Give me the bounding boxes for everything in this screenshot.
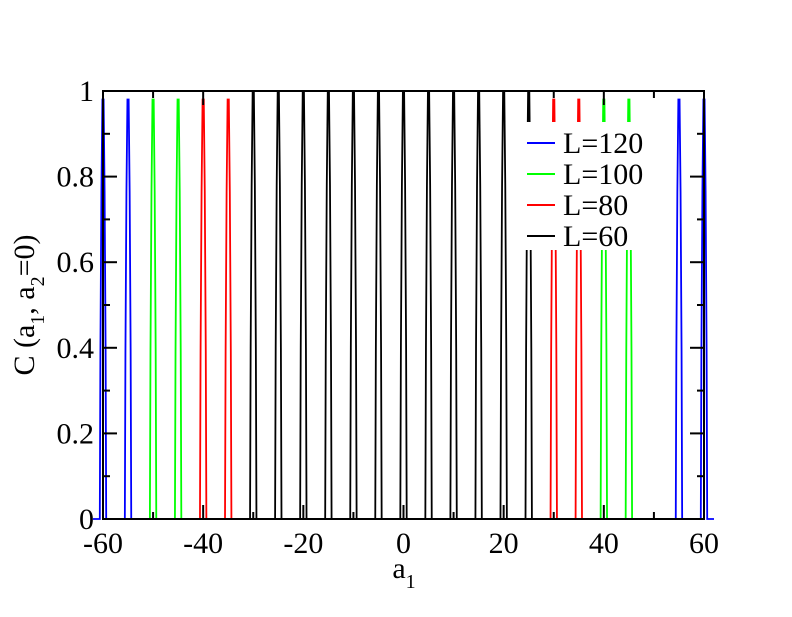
y-tick-label: 0: [79, 503, 94, 536]
x-tick-label: 40: [589, 527, 619, 560]
peak-L=60-2: [293, 90, 314, 520]
peak-L=120-1: [118, 98, 139, 520]
peak-L=60-7: [418, 90, 439, 520]
legend-label-L=100: L=100: [563, 158, 643, 191]
peak-L=120-2: [668, 98, 689, 520]
y-tick-label: 0.6: [57, 246, 95, 279]
peak-L=60-6: [393, 90, 414, 520]
peak-L=80-3: [568, 98, 589, 520]
y-tick-label: 0.2: [57, 417, 95, 450]
peak-L=100-3: [618, 98, 639, 520]
series-L=60: [243, 90, 539, 520]
peak-L=80-0: [193, 98, 214, 520]
y-axis-title: C (a1, a2=0): [8, 234, 49, 375]
x-tick-label: 60: [689, 527, 719, 560]
peak-L=60-3: [318, 90, 339, 520]
peak-L=80-1: [218, 98, 239, 520]
peak-L=60-8: [443, 90, 464, 520]
peak-L=100-1: [168, 98, 189, 520]
peak-L=60-10: [493, 90, 514, 520]
peak-L=60-1: [268, 90, 289, 520]
x-tick-label: -20: [283, 527, 323, 560]
peak-L=60-0: [243, 90, 264, 520]
peak-L=100-0: [143, 98, 164, 520]
peak-L=60-5: [368, 90, 389, 520]
x-tick-label: 0: [396, 527, 411, 560]
legend-label-L=80: L=80: [563, 189, 628, 222]
legend-label-L=120: L=120: [563, 127, 643, 160]
y-tick-label: 0.8: [57, 161, 95, 194]
x-tick-label: 20: [489, 527, 519, 560]
peak-L=60-9: [468, 90, 489, 520]
x-tick-label: -40: [183, 527, 223, 560]
peak-L=60-4: [343, 90, 364, 520]
x-tick-label: -60: [83, 527, 123, 560]
axis-ticks: -60 -40 -20 0 20 40 60 0 0.2 0.4 0.6 0.8 1: [57, 75, 720, 560]
y-tick-label: 0.4: [57, 332, 95, 365]
x-axis-title: a1: [392, 552, 415, 593]
y-tick-label: 1: [79, 75, 94, 108]
peak-L=80-2: [543, 98, 564, 520]
legend-label-L=60: L=60: [563, 220, 628, 253]
